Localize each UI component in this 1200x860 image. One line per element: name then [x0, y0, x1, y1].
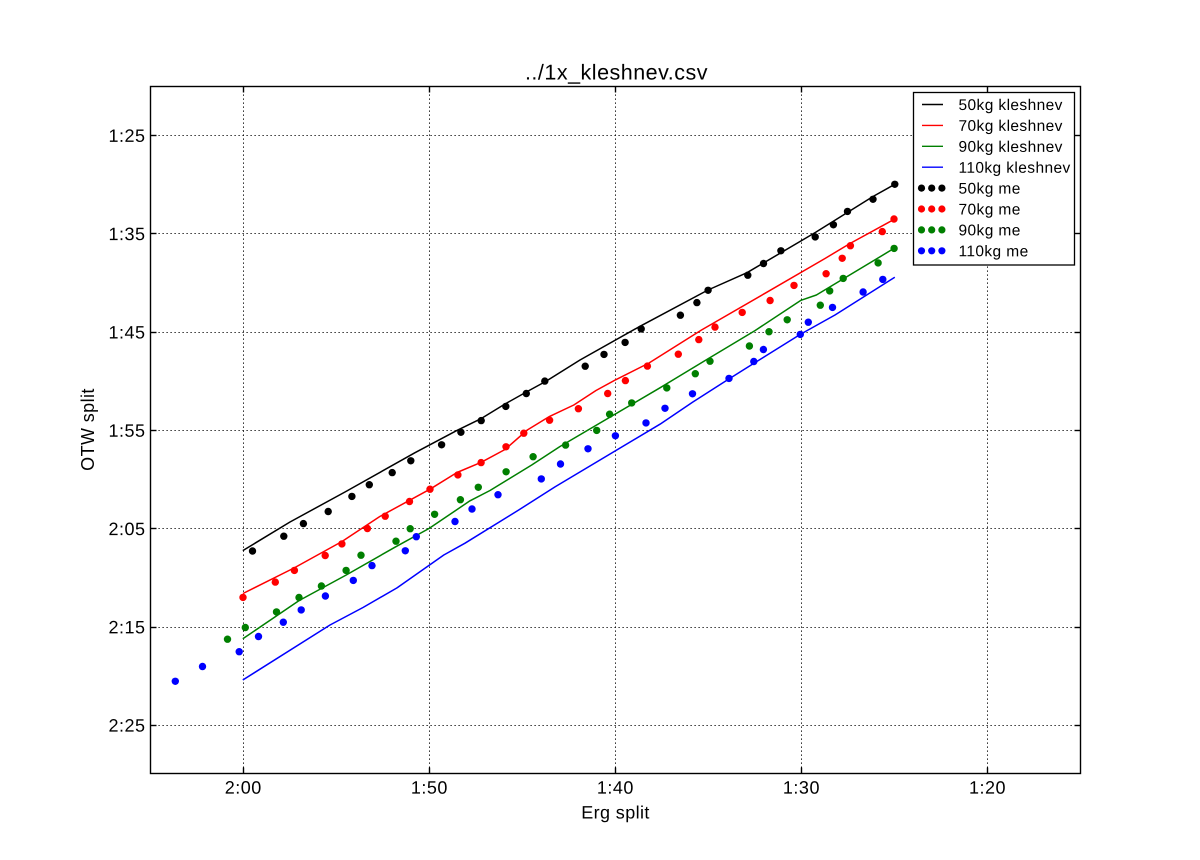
svg-text:Erg split: Erg split — [581, 802, 650, 822]
svg-text:50kg me: 50kg me — [958, 181, 1020, 198]
svg-text:1:20: 1:20 — [969, 778, 1006, 798]
svg-text:../1x_kleshnev.csv: ../1x_kleshnev.csv — [525, 60, 708, 84]
svg-text:2:05: 2:05 — [108, 519, 145, 539]
svg-text:110kg me: 110kg me — [958, 243, 1028, 260]
svg-text:1:35: 1:35 — [108, 224, 145, 244]
svg-text:2:25: 2:25 — [108, 716, 145, 736]
svg-text:70kg me: 70kg me — [958, 202, 1020, 219]
svg-text:90kg me: 90kg me — [958, 222, 1020, 239]
svg-text:1:50: 1:50 — [411, 778, 448, 798]
svg-text:1:25: 1:25 — [108, 126, 145, 146]
svg-text:1:30: 1:30 — [783, 778, 820, 798]
svg-text:2:15: 2:15 — [108, 617, 145, 637]
svg-text:1:40: 1:40 — [597, 778, 634, 798]
svg-text:1:55: 1:55 — [108, 421, 145, 441]
svg-text:OTW split: OTW split — [78, 388, 98, 471]
svg-text:2:00: 2:00 — [225, 778, 262, 798]
svg-text:90kg kleshnev: 90kg kleshnev — [958, 139, 1062, 156]
svg-text:70kg kleshnev: 70kg kleshnev — [958, 118, 1062, 135]
svg-text:50kg kleshnev: 50kg kleshnev — [958, 97, 1062, 114]
svg-text:1:45: 1:45 — [108, 322, 145, 342]
svg-text:110kg kleshnev: 110kg kleshnev — [958, 160, 1070, 177]
